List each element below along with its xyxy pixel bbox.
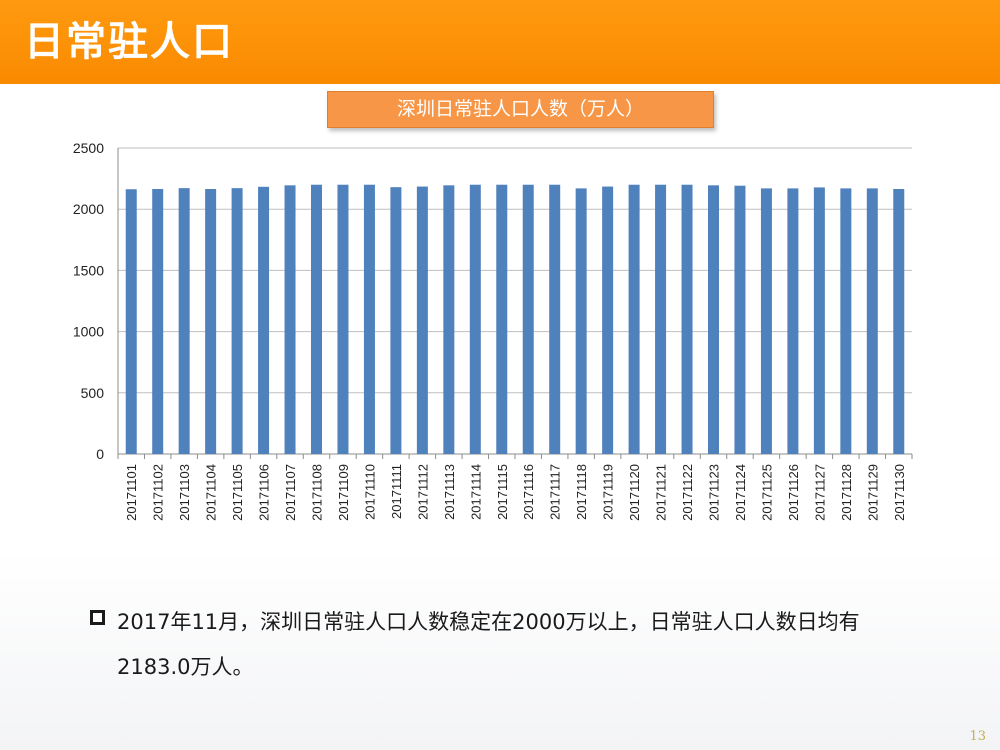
x-tick-label: 20171112 [415,464,430,520]
bar [549,184,561,454]
bar [337,184,349,454]
x-tick-label: 20171110 [362,464,377,520]
bullet-text: 2017年11月，深圳日常驻人口人数稳定在2000万以上，日常驻人口人数日均有2… [117,610,860,679]
bar [813,187,825,455]
x-tick-label: 20171120 [627,464,642,521]
y-tick-label: 1500 [73,262,104,278]
x-tick-label: 20171130 [892,464,907,521]
page-title: 日常驻人口 [24,19,234,65]
x-tick-label: 20171116 [521,464,536,520]
x-tick-label: 20171122 [680,464,695,521]
x-tick-label: 20171127 [812,464,827,521]
chart-title: 深圳日常驻人口人数（万人） [327,91,714,128]
x-tick-label: 20171103 [177,464,192,521]
x-tick-label: 20171118 [574,464,589,520]
x-tick-label: 20171124 [733,464,748,521]
x-tick-label: 20171104 [204,464,219,521]
x-tick-label: 20171113 [442,464,457,520]
y-tick-label: 1000 [73,324,104,340]
page-number: 13 [969,729,986,744]
bar [125,189,137,455]
bar [178,188,190,454]
x-tick-label: 20171126 [786,464,801,521]
x-tick-label: 20171115 [495,464,510,520]
bar [628,184,640,454]
bar [840,188,852,454]
bar [231,188,243,454]
x-tick-label: 20171121 [654,464,669,521]
x-tick-label: 20171128 [839,464,854,521]
y-tick-label: 0 [96,446,104,462]
bar [152,189,164,454]
bar [734,185,746,454]
bar [522,184,534,454]
x-tick-label: 20171114 [468,464,483,520]
y-tick-label: 2000 [73,201,104,217]
bar-chart: 0 500 1000 1500 2000 2500 20171101 20171102 2017… [73,140,913,521]
bar [311,184,322,454]
x-tick-label: 20171108 [310,464,325,521]
x-tick-label: 20171109 [336,464,351,521]
bar [681,184,693,454]
bar [866,188,878,454]
bar [205,189,217,454]
x-tick-label: 20171111 [389,464,404,519]
x-tick-label: 20171106 [257,464,272,521]
bar [363,184,375,454]
bar [708,185,719,454]
y-tick-label: 2500 [73,140,104,156]
bar [655,184,667,454]
x-tick-label: 20171123 [707,464,722,521]
bar [893,189,905,454]
bar [575,188,587,454]
x-tick-label: 20171105 [230,464,245,521]
x-tick-label: 20171102 [151,464,166,521]
bar [469,184,481,454]
bar [258,186,270,455]
x-tick-label: 20171119 [601,464,616,520]
bar [390,187,402,454]
square-bullet-icon [90,610,105,625]
header-bar: 日常驻人口 [0,0,1000,84]
bar [496,184,508,454]
bar [416,186,428,454]
x-tick-label: 20171125 [759,464,774,521]
x-tick-label: 20171129 [865,464,880,521]
bar [602,186,614,454]
y-tick-label: 500 [81,385,105,401]
bar [443,185,455,454]
bar [787,188,799,454]
x-tick-label: 20171117 [548,464,563,520]
bar [284,185,296,454]
x-tick-label: 20171107 [283,464,298,521]
bar [760,188,772,454]
x-tick-label: 20171101 [124,464,139,521]
